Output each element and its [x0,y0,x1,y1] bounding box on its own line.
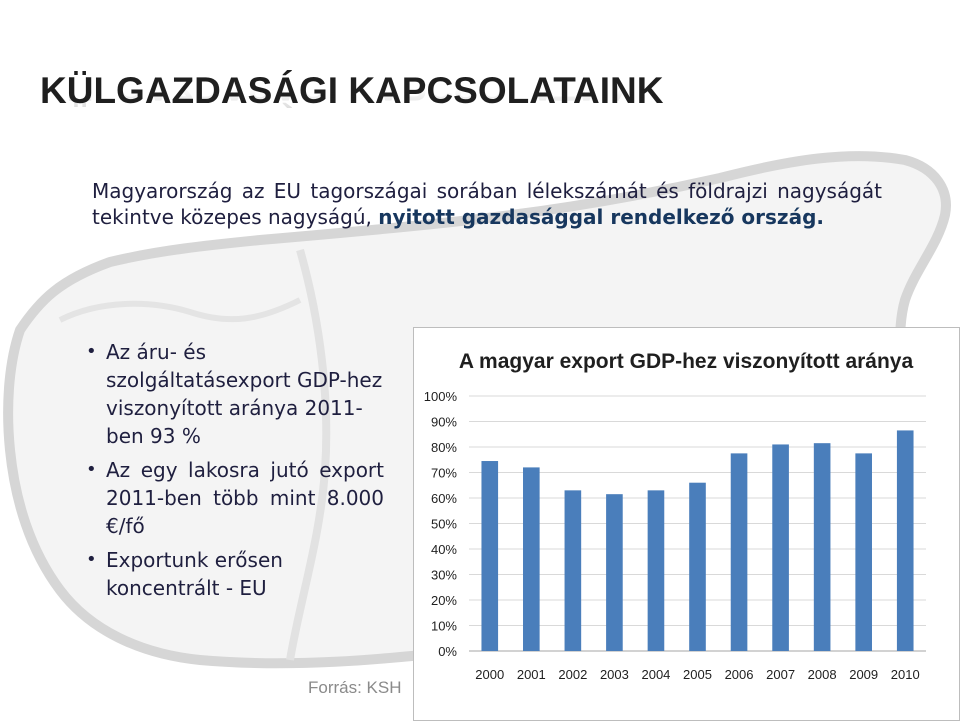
chart-y-tick-label: 50% [431,517,457,532]
bullet-item-export-per-capita: Az egy lakosra jutó export 2011-ben több… [84,456,384,540]
chart-y-tick-label: 60% [431,491,457,506]
chart-x-tick-label: 2010 [891,667,920,682]
chart-y-tick-label: 100% [424,389,458,404]
chart-bar-2002 [564,490,582,651]
source-note: Forrás: KSH [308,678,402,697]
chart-x-tick-label: 2000 [475,667,504,682]
chart-y-tick-label: 90% [431,415,457,430]
chart-bars [481,430,914,651]
chart-bar-2009 [855,453,872,651]
chart-bar-2007 [772,444,789,651]
chart-y-axis: 0% 10% 20% 30% 40% 50% 60% 70% 80% 90% 100% [424,389,458,659]
chart-y-tick-label: 70% [431,466,457,481]
chart-y-tick-label: 30% [431,568,457,583]
intro-text: Magyarország az EU tagországai sorában l… [92,179,882,229]
bullet-item-export-concentration: Exportunk erősen koncentrált - EU [84,546,384,602]
export-chart: A magyar export GDP-hez viszonyított ará… [413,327,960,721]
chart-y-tick-label: 80% [431,440,457,455]
chart-x-tick-label: 2004 [641,667,670,682]
intro-paragraph: Magyarország az EU tagországai sorában l… [92,178,882,230]
chart-bar-2008 [813,443,831,651]
chart-x-tick-label: 2006 [725,667,754,682]
intro-emphasis: nyitott gazdasággal rendelkező ország. [378,205,824,229]
chart-x-tick-label: 2009 [849,667,878,682]
page-title-reflection: KÜLGAZDASÁGI KAPCSOLATAINK [40,88,664,108]
chart-y-tick-label: 0% [438,644,457,659]
chart-x-tick-label: 2003 [600,667,629,682]
chart-x-tick-label: 2008 [808,667,837,682]
chart-title: A magyar export GDP-hez viszonyított ará… [459,350,914,373]
chart-bar-2000 [481,461,499,651]
chart-bar-2003 [606,494,623,651]
chart-bar-2004 [647,490,665,651]
chart-bar-2010 [896,430,914,651]
chart-bar-2005 [689,482,706,651]
chart-x-tick-label: 2002 [558,667,587,682]
page-title: KÜLGAZDASÁGI KAPCSOLATAINK [40,70,664,111]
chart-bar-2006 [730,453,748,651]
chart-canvas: A magyar export GDP-hez viszonyított ará… [424,350,926,682]
chart-x-tick-label: 2005 [683,667,712,682]
chart-y-tick-label: 40% [431,542,457,557]
chart-y-tick-label: 10% [431,619,457,634]
chart-x-axis: 2000 2001 2002 2003 2004 2005 2006 2007 2008 2009… [475,667,919,682]
chart-y-tick-label: 20% [431,593,457,608]
chart-x-tick-label: 2001 [517,667,546,682]
chart-x-tick-label: 2007 [766,667,795,682]
bullet-item-export-ratio: Az áru- és szolgáltatásexport GDP-hez vi… [84,338,384,450]
chart-bar-2001 [523,467,540,651]
bullet-list: Az áru- és szolgáltatásexport GDP-hez vi… [84,338,384,608]
